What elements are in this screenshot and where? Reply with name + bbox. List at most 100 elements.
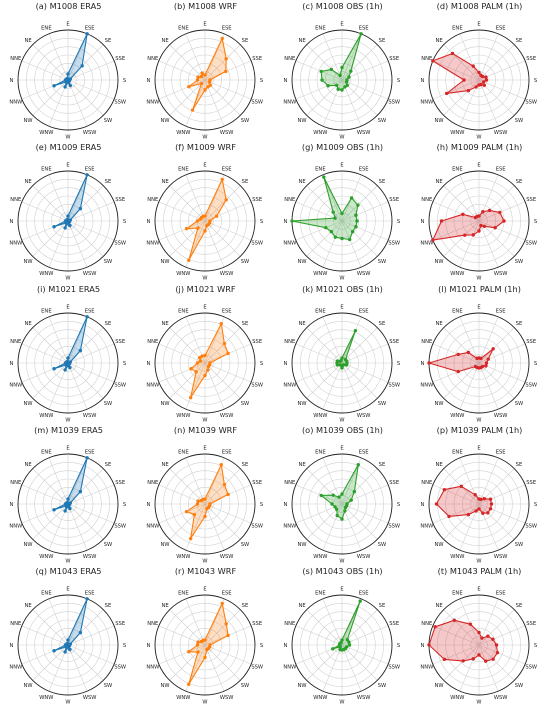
data-point xyxy=(68,83,72,88)
data-point xyxy=(192,512,197,517)
direction-label: ENE xyxy=(178,167,188,173)
direction-label: S xyxy=(397,361,400,367)
direction-label: NE xyxy=(298,603,305,609)
plot-frame xyxy=(17,170,119,272)
grid-spoke xyxy=(478,220,526,241)
direction-label: NNW xyxy=(283,523,296,529)
grid-spoke xyxy=(169,468,206,505)
radar-plot: E ENE NE NNE N NNW NW WNW W WSW SW SSW S SSE SE ESE xyxy=(146,586,263,705)
direction-label: NW xyxy=(298,683,307,689)
direction-label: NNE xyxy=(284,480,295,486)
direction-label: ENE xyxy=(452,309,462,315)
direction-label: SSW xyxy=(388,382,400,388)
grid-spoke xyxy=(341,44,378,81)
grid-spoke xyxy=(322,598,343,646)
grid-spoke xyxy=(169,44,206,81)
data-point xyxy=(354,225,358,229)
radar-plot: E ENE NE NNE N NNW NW WNW W WSW SW SSW S SSE SE ESE xyxy=(283,304,400,423)
plot-frame xyxy=(291,453,393,555)
direction-label: ENE xyxy=(178,591,188,597)
grid-spoke xyxy=(32,362,69,399)
grid-spoke xyxy=(478,316,499,364)
grid-spoke xyxy=(478,362,499,410)
grid-spoke xyxy=(48,33,69,81)
direction-label: SSW xyxy=(251,523,263,529)
grid-spoke xyxy=(32,79,69,116)
grid-spoke xyxy=(341,362,389,383)
data-point xyxy=(335,363,340,367)
data-point xyxy=(331,493,335,497)
grid-spoke xyxy=(67,362,88,410)
direction-label: SSW xyxy=(114,664,126,670)
data-point xyxy=(203,73,207,77)
panel-title: (d) M1008 PALM (1h) xyxy=(436,1,523,11)
data-point xyxy=(442,657,447,662)
direction-label: WNW xyxy=(450,413,464,419)
direction-label: NNE xyxy=(284,339,295,345)
direction-label: SSW xyxy=(114,240,126,246)
data-point xyxy=(208,78,212,82)
data-point xyxy=(222,482,227,487)
direction-label: NE xyxy=(24,321,31,327)
data-point xyxy=(466,350,471,355)
data-point xyxy=(85,315,89,319)
data-point xyxy=(66,72,70,76)
radar-panel: (f) M1009 WRF E ENE NE NNE N NNW NW WNW W WSW SW SSW… xyxy=(137,141,274,282)
direction-label: SE xyxy=(516,321,523,327)
data-point xyxy=(477,630,481,635)
direction-label: E xyxy=(203,586,206,592)
direction-label: SW xyxy=(515,118,523,124)
direction-label: NE xyxy=(298,321,305,327)
data-point xyxy=(340,236,344,241)
data-point xyxy=(197,355,202,360)
data-point xyxy=(68,506,72,511)
data-point xyxy=(320,78,324,82)
data-point xyxy=(199,81,204,86)
direction-label: SSE xyxy=(115,621,125,627)
data-point xyxy=(471,233,475,237)
grid-spoke xyxy=(169,609,206,646)
data-point xyxy=(203,373,207,378)
plot-frame xyxy=(428,453,530,555)
grid-spoke xyxy=(67,327,104,364)
direction-label: NE xyxy=(435,321,442,327)
direction-label: N xyxy=(147,219,151,225)
data-point xyxy=(343,509,347,513)
direction-label: WNW xyxy=(313,271,327,277)
direction-label: N xyxy=(10,219,14,225)
data-point xyxy=(330,502,334,506)
data-point xyxy=(356,463,360,467)
grid-spoke xyxy=(67,644,104,681)
data-point xyxy=(482,496,487,501)
direction-label: S xyxy=(397,502,400,508)
direction-label: E xyxy=(66,445,69,451)
grid-spoke xyxy=(158,220,206,241)
data-point xyxy=(491,347,495,351)
grid-spoke xyxy=(478,644,499,692)
data-point xyxy=(479,497,483,502)
direction-label: WSW xyxy=(83,130,97,136)
direction-label: SW xyxy=(104,118,112,124)
direction-label: NE xyxy=(298,179,305,185)
data-point xyxy=(195,219,200,223)
grid-spoke xyxy=(432,220,480,241)
direction-label: SE xyxy=(379,321,386,327)
direction-label: NW xyxy=(24,683,33,689)
radar-panel: (p) M1039 PALM (1h) E ENE NE NNE N NNW NW WNW W WS… xyxy=(411,424,548,565)
direction-label: ESE xyxy=(85,450,95,456)
direction-label: WSW xyxy=(220,271,234,277)
direction-label: WNW xyxy=(39,130,53,136)
direction-label: ESE xyxy=(359,309,369,315)
direction-label: NNE xyxy=(147,56,158,62)
direction-label: NW xyxy=(435,118,444,124)
grid-spoke xyxy=(204,644,252,665)
data-point xyxy=(488,507,493,511)
data-point xyxy=(187,682,191,686)
data-point xyxy=(68,642,73,646)
direction-label: NE xyxy=(24,603,31,609)
data-point xyxy=(484,75,488,79)
direction-label: N xyxy=(421,78,425,84)
grid-spoke xyxy=(306,220,343,257)
data-point xyxy=(486,511,490,515)
